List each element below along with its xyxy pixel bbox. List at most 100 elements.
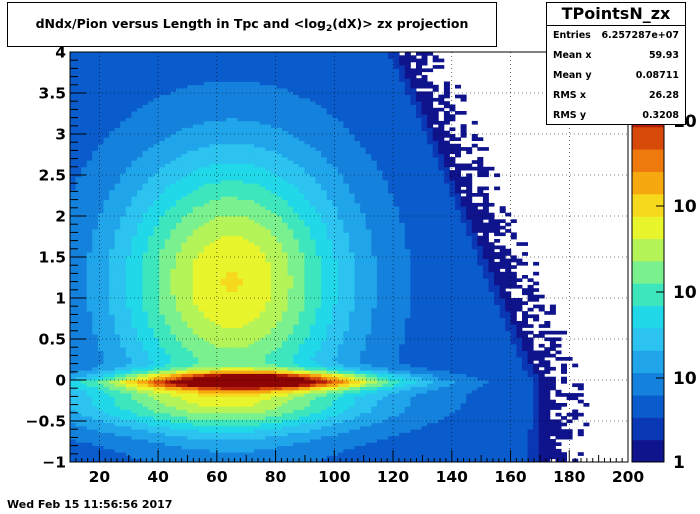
heatmap-cell: [220, 219, 227, 223]
heatmap-cell: [220, 327, 227, 332]
heatmap-cell: [254, 176, 261, 181]
heatmap-cell: [114, 183, 121, 187]
heatmap-cell: [153, 199, 160, 204]
heatmap-cell: [86, 452, 93, 456]
heatmap-cell: [109, 422, 116, 427]
heatmap-cell: [109, 376, 116, 381]
heatmap-cell: [282, 265, 288, 269]
heatmap-cell: [215, 61, 222, 66]
heatmap-cell: [209, 199, 216, 204]
heatmap-cell: [164, 219, 171, 223]
heatmap-cell: [153, 360, 160, 364]
heatmap-cell: [203, 452, 210, 456]
heatmap-cell: [276, 130, 283, 135]
heatmap-cell: [237, 111, 244, 115]
heatmap-cell: [142, 458, 149, 463]
heatmap-cell: [237, 78, 244, 82]
heatmap-cell: [153, 422, 160, 427]
heatmap-cell: [109, 140, 116, 145]
heatmap-cell: [276, 281, 283, 286]
heatmap-cell: [209, 350, 216, 355]
heatmap-cell: [203, 94, 210, 99]
heatmap-cell: [231, 317, 238, 322]
heatmap-cell: [226, 399, 233, 404]
heatmap-cell: [125, 179, 132, 184]
heatmap-cell: [86, 71, 93, 76]
heatmap-cell: [75, 380, 82, 384]
heatmap-cell: [287, 140, 294, 145]
heatmap-cell: [176, 380, 182, 384]
heatmap-cell: [159, 380, 166, 384]
heatmap-cell: [164, 337, 171, 342]
heatmap-cell: [215, 422, 222, 427]
heatmap-cell: [181, 435, 188, 440]
heatmap-cell: [282, 153, 288, 158]
heatmap-cell: [203, 252, 210, 256]
heatmap-cell: [248, 406, 255, 410]
heatmap-cell: [86, 137, 93, 141]
heatmap-cell: [203, 294, 210, 299]
heatmap-cell: [220, 147, 227, 151]
heatmap-cell: [70, 314, 76, 319]
heatmap-cell: [220, 406, 227, 410]
heatmap-cell: [131, 183, 138, 187]
heatmap-cell: [125, 248, 132, 253]
heatmap-cell: [137, 150, 143, 155]
heatmap-cell: [181, 284, 188, 289]
heatmap-cell: [125, 445, 132, 450]
heatmap-cell: [248, 212, 255, 217]
heatmap-cell: [148, 189, 155, 194]
heatmap-cell: [215, 406, 222, 410]
heatmap-cell: [142, 448, 149, 453]
heatmap-cell: [237, 71, 244, 76]
heatmap-cell: [153, 173, 160, 178]
heatmap-cell: [148, 261, 155, 266]
heatmap-cell: [203, 189, 210, 194]
heatmap-cell: [153, 222, 160, 227]
heatmap-cell: [97, 321, 104, 325]
heatmap-cell: [114, 225, 121, 230]
heatmap-cell: [276, 393, 283, 397]
heatmap-cell: [137, 321, 143, 325]
heatmap-cell: [209, 104, 216, 109]
heatmap-cell: [176, 317, 182, 322]
heatmap-cell: [215, 199, 222, 204]
heatmap-cell: [114, 235, 121, 240]
heatmap-cell: [270, 370, 277, 374]
heatmap-cell: [265, 425, 272, 430]
heatmap-cell: [209, 298, 216, 302]
heatmap-cell: [265, 265, 272, 269]
heatmap-cell: [125, 160, 132, 164]
heatmap-cell: [137, 88, 143, 92]
heatmap-cell: [92, 307, 99, 312]
heatmap-cell: [181, 330, 188, 335]
heatmap-cell: [120, 157, 127, 161]
heatmap-cell: [92, 271, 99, 276]
heatmap-cell: [92, 97, 99, 102]
heatmap-cell: [209, 265, 216, 269]
heatmap-cell: [282, 65, 288, 69]
heatmap-cell: [259, 189, 266, 194]
heatmap-cell: [125, 91, 132, 96]
heatmap-cell: [92, 52, 99, 56]
heatmap-cell: [287, 432, 294, 437]
heatmap-cell: [137, 261, 143, 266]
heatmap-cell: [92, 229, 99, 233]
heatmap-cell: [231, 386, 238, 391]
heatmap-cell: [282, 357, 288, 361]
heatmap-cell: [75, 366, 82, 371]
heatmap-cell: [114, 186, 121, 191]
heatmap-cell: [187, 429, 194, 433]
heatmap-cell: [137, 157, 143, 161]
heatmap-cell: [203, 84, 210, 89]
heatmap-cell: [209, 324, 216, 328]
heatmap-cell: [164, 94, 171, 99]
heatmap-cell: [114, 68, 121, 73]
heatmap-cell: [159, 357, 166, 361]
heatmap-cell: [131, 317, 138, 322]
heatmap-cell: [237, 261, 244, 266]
heatmap-cell: [86, 321, 93, 325]
heatmap-cell: [75, 265, 82, 269]
heatmap-cell: [282, 134, 288, 138]
heatmap-cell: [265, 439, 272, 443]
